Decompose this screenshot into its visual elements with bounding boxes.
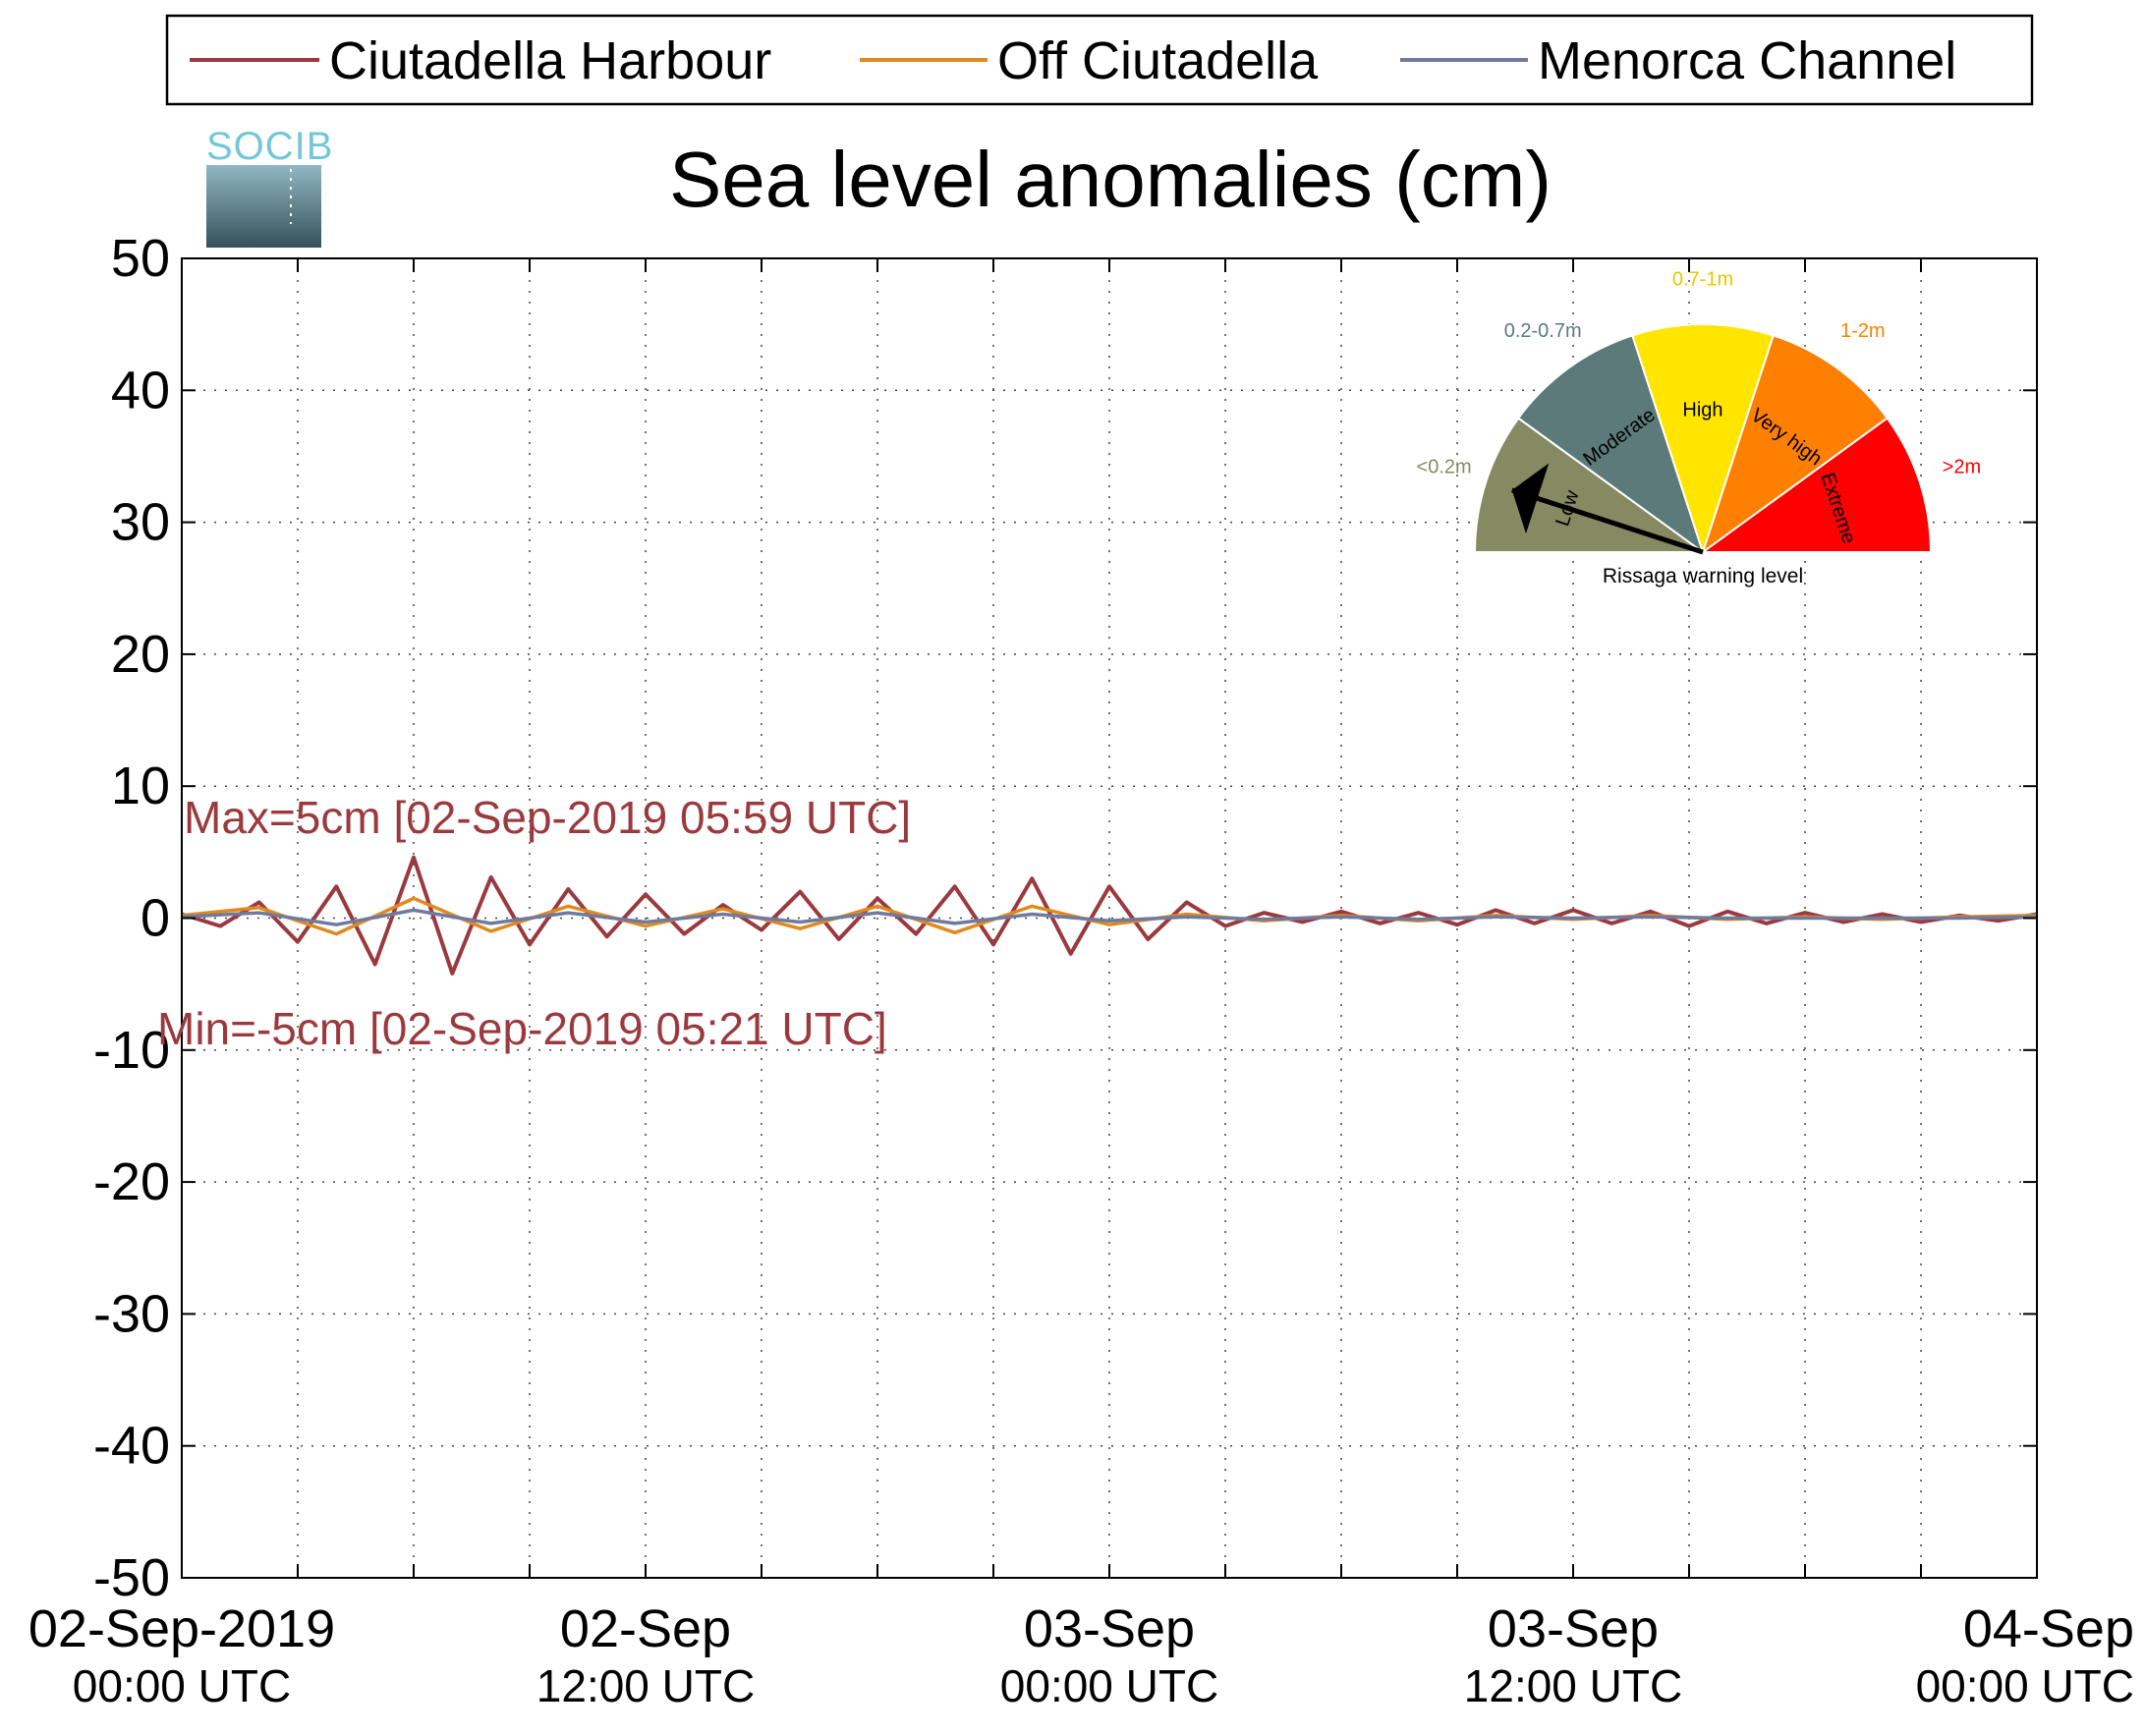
y-tick-label: 0 [141, 889, 170, 948]
x-tick-label-date: 02-Sep-2019 [28, 1599, 335, 1658]
legend-label-menorca-channel: Menorca Channel [1538, 31, 1956, 90]
gauge-level-name: High [1682, 399, 1722, 420]
max-annotation: Max=5cm [02-Sep-2019 05:59 UTC] [184, 792, 911, 843]
y-tick-label: 10 [111, 756, 170, 815]
gauge-range-label: 1-2m [1840, 320, 1886, 342]
gauge-caption: Rissaga warning level [1603, 565, 1803, 588]
y-tick-label: -10 [93, 1021, 170, 1080]
series-line-ciutadella-harbour [181, 855, 2038, 976]
gauge-segment-moderate [1516, 334, 1705, 555]
x-tick-label-date: 03-Sep [1024, 1599, 1195, 1658]
legend-label-off-ciutadella: Off Ciutadella [997, 31, 1319, 90]
y-axis: 50 40 30 20 10 0 -10 -20 -30 -40 -50 [93, 229, 2037, 1607]
gauge-needle [1511, 487, 1704, 555]
series-line-menorca-channel [181, 908, 2038, 926]
y-tick-label: -40 [93, 1417, 170, 1476]
x-tick-label-date: 02-Sep [560, 1599, 731, 1658]
socib-logo: SOCIB [206, 125, 333, 248]
gauge-range-label: >2m [1943, 457, 1981, 478]
x-tick-label-time: 12:00 UTC [536, 1660, 755, 1711]
gauge-range-label: <0.2m [1417, 457, 1472, 478]
x-tick-label-time: 12:00 UTC [1464, 1660, 1682, 1711]
x-tick-label-time: 00:00 UTC [1916, 1660, 2134, 1711]
gauge-segment-extreme [1699, 417, 1933, 553]
y-tick-label: -30 [93, 1284, 170, 1343]
legend: Ciutadella Harbour Off Ciutadella Menorc… [165, 14, 2034, 106]
y-tick-label: 30 [111, 493, 170, 552]
logo-block [206, 165, 321, 248]
chart-title: Sea level anomalies (cm) [669, 136, 1552, 223]
gauge-segment-very-high [1701, 334, 1890, 555]
gauge-range-label: 0.2-0.7m [1504, 320, 1582, 342]
y-tick-label: 20 [111, 625, 170, 684]
x-tick-label-time: 00:00 UTC [73, 1660, 291, 1711]
legend-box [165, 14, 2034, 106]
gauge-range-label: 0.7-1m [1672, 268, 1733, 290]
x-tick-label-time: 00:00 UTC [1000, 1660, 1218, 1711]
legend-label-ciutadella-harbour: Ciutadella Harbour [329, 31, 771, 90]
gauge-needle-head [1511, 463, 1550, 534]
min-annotation: Min=-5cm [02-Sep-2019 05:21 UTC] [157, 1003, 887, 1054]
x-tick-label-date: 03-Sep [1488, 1599, 1659, 1658]
logo-text: SOCIB [206, 125, 333, 168]
y-tick-label: -20 [93, 1152, 170, 1211]
gauge-segment-low [1473, 417, 1707, 553]
y-tick-label: -50 [93, 1548, 170, 1607]
gauge-segment-high [1631, 323, 1775, 556]
y-tick-label: 40 [111, 361, 170, 420]
x-tick-label-date: 04-Sep [1963, 1599, 2134, 1658]
series-layer [181, 855, 2038, 976]
y-tick-label: 50 [111, 229, 170, 288]
